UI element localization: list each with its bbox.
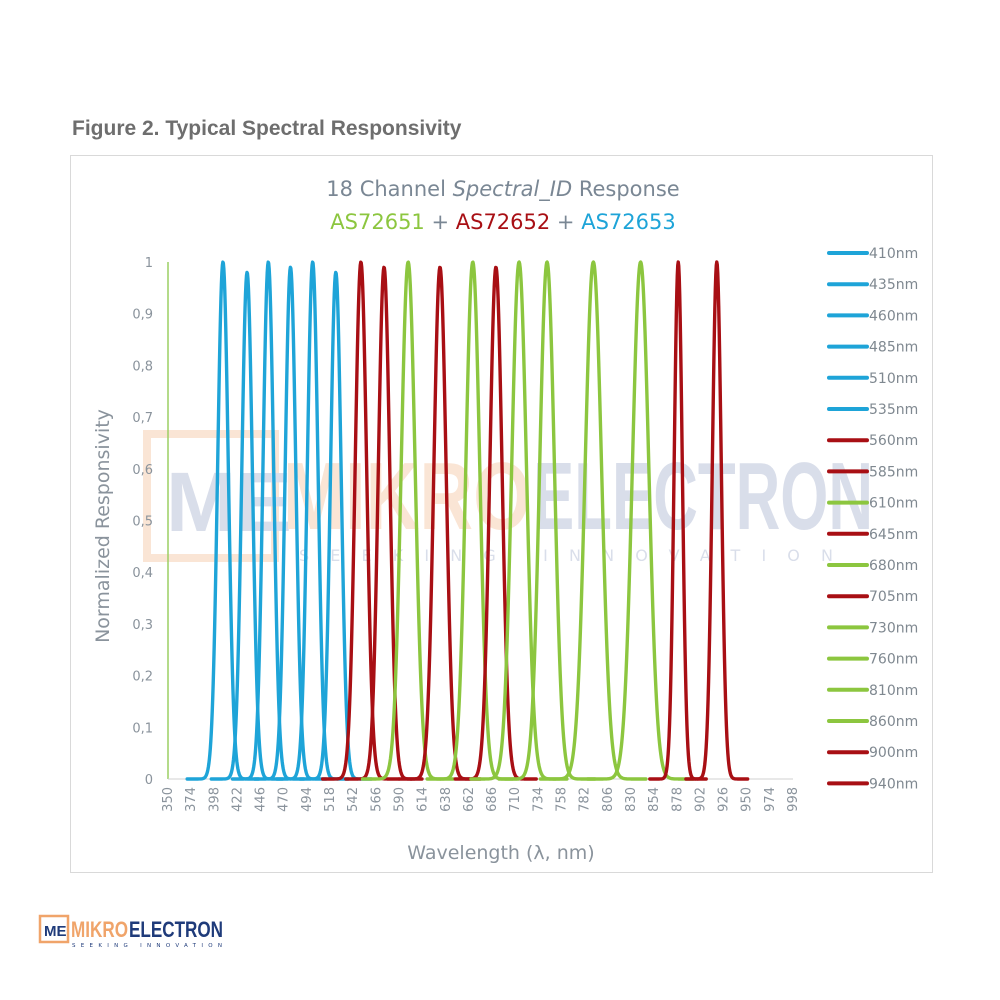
legend-label-940nm: 940nm xyxy=(869,776,918,792)
legend-label-560nm: 560nm xyxy=(869,433,918,449)
x-tick-label: 998 xyxy=(786,787,801,812)
x-tick-label: 422 xyxy=(230,787,245,812)
x-tick-label: 590 xyxy=(392,787,407,812)
x-tick-label: 518 xyxy=(323,787,338,812)
x-tick-label: 902 xyxy=(693,787,708,812)
chart-title-line2: AS72651 + AS72652 + AS72653 xyxy=(330,210,675,234)
chart-title-part-3: + xyxy=(550,210,581,234)
logo-mark-frame xyxy=(38,914,70,944)
x-tick-label: 686 xyxy=(485,787,500,812)
y-tick-label: 1 xyxy=(145,256,153,271)
legend: 410nm 435nm 460nm 485nm 510nm 535nm 560nm 585nm… xyxy=(827,246,918,792)
y-tick-label: 0,5 xyxy=(132,515,153,530)
x-tick-label: 734 xyxy=(531,787,546,812)
legend-label-900nm: 900nm xyxy=(869,745,918,761)
chart-title-pre: 18 Channel xyxy=(326,177,452,201)
legend-label-730nm: 730nm xyxy=(869,620,918,636)
x-tick-label: 710 xyxy=(508,787,523,812)
x-tick-label: 350 xyxy=(161,787,176,812)
series-line-810nm xyxy=(538,260,648,781)
logo-suffix: ELECTRON xyxy=(129,917,223,942)
chart-title-part-4: AS72653 xyxy=(581,210,676,234)
chart-title-line1: 18 Channel Spectral_ID Response xyxy=(326,177,679,202)
series-line-860nm xyxy=(585,260,695,781)
x-tick-label: 926 xyxy=(717,787,732,812)
x-axis-label: Wavelength (λ, nm) xyxy=(407,842,594,864)
legend-label-860nm: 860nm xyxy=(869,714,918,730)
series-line-705nm xyxy=(453,265,538,781)
series-line-940nm xyxy=(684,260,750,781)
series-line-560nm xyxy=(320,260,401,781)
x-tick-labels: 350 374 398 422 446 470 494 518 542 566 590 614 638 6… xyxy=(161,787,801,812)
legend-label-435nm: 435nm xyxy=(869,277,918,293)
watermark-suffix: ELECTRON xyxy=(533,443,873,550)
logo-prefix: MIKRO xyxy=(71,917,128,942)
x-tick-label: 662 xyxy=(462,787,477,812)
y-tick-label: 0 xyxy=(145,773,153,788)
chart-title-part-2: AS72652 xyxy=(456,210,551,234)
x-tick-label: 614 xyxy=(416,787,431,812)
x-tick-label: 374 xyxy=(184,787,199,812)
x-tick-label: 782 xyxy=(578,787,593,812)
watermark: ME MIKRO ELECTRON SEEKING INNOVATION xyxy=(143,430,873,565)
x-tick-label: 806 xyxy=(601,787,616,812)
legend-label-810nm: 810nm xyxy=(869,683,918,699)
y-tick-label: 0,4 xyxy=(132,566,153,581)
legend-label-485nm: 485nm xyxy=(869,340,918,356)
y-tick-label: 0,1 xyxy=(132,721,153,736)
mikroelectron-logo: ME MIKRO ELECTRON SEEKING INNOVATION xyxy=(38,912,228,952)
y-axis-label: Normalized Responsivity xyxy=(92,409,114,643)
legend-label-585nm: 585nm xyxy=(869,464,918,480)
chart-title-part-1: + xyxy=(425,210,456,234)
legend-label-680nm: 680nm xyxy=(869,558,918,574)
series-lines xyxy=(185,260,750,781)
legend-label-510nm: 510nm xyxy=(869,371,918,387)
spectral-response-chart: ME MIKRO ELECTRON SEEKING INNOVATION 18 … xyxy=(92,177,918,864)
chart-title-italic: Spectral_ID xyxy=(453,177,573,202)
x-tick-label: 398 xyxy=(207,787,222,812)
x-tick-label: 950 xyxy=(740,787,755,812)
x-tick-label: 854 xyxy=(647,787,662,812)
x-tick-label: 974 xyxy=(763,787,778,812)
y-tick-label: 0,8 xyxy=(132,359,153,374)
x-tick-label: 542 xyxy=(346,787,361,812)
x-tick-label: 758 xyxy=(555,787,570,812)
y-tick-label: 0,6 xyxy=(132,463,153,478)
chart-title-part-0: AS72651 xyxy=(330,210,425,234)
legend-label-610nm: 610nm xyxy=(869,496,918,512)
legend-label-705nm: 705nm xyxy=(869,589,918,605)
y-tick-labels: 0 0,1 0,2 0,3 0,4 0,5 0,6 0,7 0,8 0,9 1 xyxy=(132,256,153,788)
figure-caption: Figure 2. Typical Spectral Responsivity xyxy=(72,117,462,140)
x-tick-label: 566 xyxy=(369,787,384,812)
y-tick-label: 0,3 xyxy=(132,618,153,633)
logo-mark-text: ME xyxy=(44,923,67,940)
y-tick-label: 0,7 xyxy=(132,411,153,426)
x-tick-label: 830 xyxy=(624,787,639,812)
logo-tagline: SEEKING INNOVATION xyxy=(72,943,222,949)
x-tick-label: 638 xyxy=(439,787,454,812)
x-tick-label: 446 xyxy=(254,787,269,812)
chart-title-post: Response xyxy=(572,177,680,201)
x-tick-label: 470 xyxy=(277,787,292,812)
x-tick-label: 494 xyxy=(300,787,315,812)
legend-label-760nm: 760nm xyxy=(869,652,918,668)
legend-label-460nm: 460nm xyxy=(869,308,918,324)
legend-label-645nm: 645nm xyxy=(869,527,918,543)
legend-label-410nm: 410nm xyxy=(869,246,918,262)
y-tick-label: 0,2 xyxy=(132,670,153,685)
series-line-760nm xyxy=(497,260,597,781)
legend-label-535nm: 535nm xyxy=(869,402,918,418)
y-tick-label: 0,9 xyxy=(132,308,153,323)
chart-frame: ME MIKRO ELECTRON SEEKING INNOVATION 18 … xyxy=(70,155,933,873)
x-tick-label: 878 xyxy=(670,787,685,812)
